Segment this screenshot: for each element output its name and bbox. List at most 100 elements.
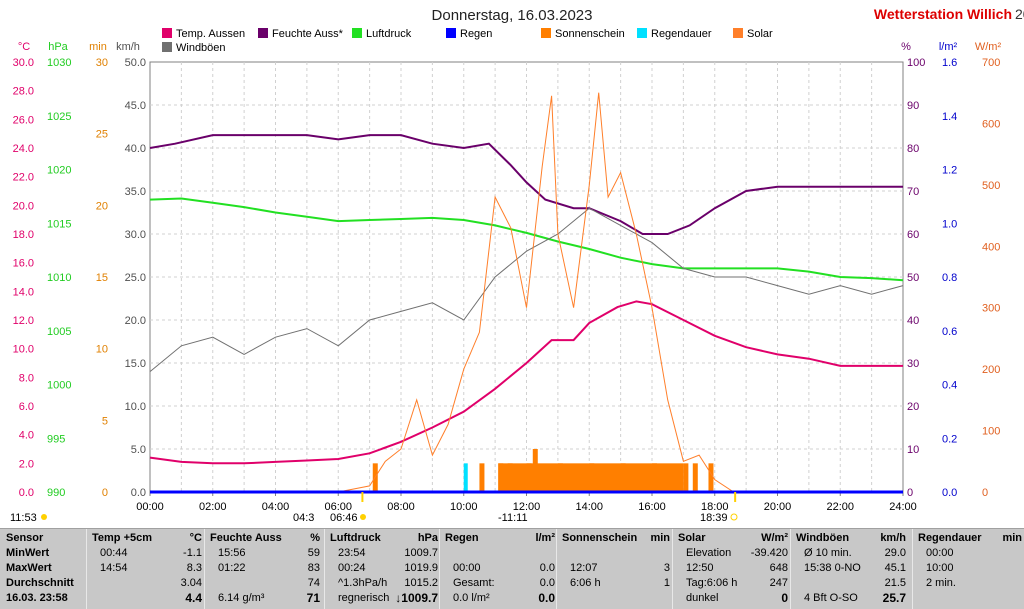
hpa-axis-tick-label: 1020 (47, 165, 71, 177)
stats-cell-time: 6:06 h (570, 577, 601, 589)
stats-cell-value: -1.1 (183, 547, 202, 559)
pct-axis-tick-label: 0 (907, 487, 913, 499)
sonnenschein-bar (708, 463, 714, 492)
legend-label: Luftdruck (366, 28, 412, 40)
stats-cell-time: 23:54 (338, 547, 366, 559)
noon-time: -11:11 (498, 512, 528, 524)
stats-cell-value: ↓1009.7 (395, 591, 438, 605)
stats-cell-value: 247 (769, 577, 788, 589)
stats-column-unit: % (310, 532, 320, 544)
stats-cell-time: 15:56 (218, 547, 246, 559)
temp-axis-tick-label: 16.0 (13, 258, 34, 270)
chart-title: Donnerstag, 16.03.2023 (432, 7, 593, 24)
x-tick-label: 04:00 (262, 501, 290, 513)
stats-cell-value: 1 (663, 577, 670, 589)
kmh-axis-tick-label: 25.0 (125, 272, 146, 284)
legend: Temp. Aussen Feuchte Auss* Luftdruck Regen S… (162, 28, 773, 54)
temp-axis-tick-label: 2.0 (19, 458, 34, 470)
temp-axis-tick-label: 30.0 (13, 57, 34, 69)
x-tick-label: 18:00 (701, 501, 729, 513)
x-tick-label: 10:00 (450, 501, 478, 513)
x-tick-label: 02:00 (199, 501, 227, 513)
stats-column-unit: °C (189, 532, 202, 544)
temp-axis-tick-label: 18.0 (13, 229, 34, 241)
kmh-axis-tick-label: 30.0 (125, 229, 146, 241)
stats-cell-time: 00:44 (100, 547, 128, 559)
stats-column-title: Feuchte Auss (210, 532, 282, 544)
legend-swatch (162, 42, 172, 52)
moonrise-label: 04:3 (293, 512, 314, 524)
kmh-axis-tick-label: 40.0 (125, 143, 146, 155)
legend-label: Solar (747, 28, 773, 40)
lm2-axis-tick-label: 0.4 (942, 380, 957, 392)
legend-label: Regen (460, 28, 492, 40)
column-separator (439, 529, 440, 609)
temp-axis-tick-label: 24.0 (13, 143, 34, 155)
lm2-axis-tick-label: 0.8 (942, 272, 957, 284)
hpa-axis-tick-label: 1005 (47, 326, 71, 338)
hpa-axis-tick-label: 1010 (47, 272, 71, 284)
stats-column-title: Windböen (796, 532, 850, 544)
wm2-axis-tick-label: 300 (982, 303, 1000, 315)
stats-cell-time: 10:00 (926, 562, 954, 574)
bar-series (372, 449, 714, 492)
hpa-axis-unit: hPa (48, 41, 68, 53)
lm2-axis-tick-label: 1.4 (942, 111, 957, 123)
stats-cell-time: 00:24 (338, 562, 366, 574)
stats-cell-value: -39.420 (750, 547, 788, 559)
stats-cell-value: 3.04 (180, 577, 202, 589)
x-tick-label: 08:00 (387, 501, 415, 513)
min-axis-tick-label: 0 (102, 487, 108, 499)
stats-cell-value (445, 546, 555, 560)
min-axis-tick-label: 15 (96, 272, 108, 284)
min-axis-tick-label: 30 (96, 57, 108, 69)
stats-column-unit: l/m² (535, 532, 555, 544)
hpa-axis-tick-label: 990 (47, 487, 65, 499)
kmh-axis-tick-label: 5.0 (131, 444, 146, 456)
chart-grid (149, 61, 904, 493)
stats-cell-value: 0.0 (539, 577, 555, 589)
stats-cell-time: 12:50 (686, 562, 714, 574)
legend-label: Temp. Aussen (176, 28, 245, 40)
x-tick-label: 20:00 (764, 501, 792, 513)
sonnenschein-bar (683, 463, 689, 492)
stats-cell-value: 71 (306, 591, 320, 605)
stats-cell-time: 12:07 (570, 562, 598, 574)
stats-cell-value: 45.1 (884, 562, 906, 574)
stats-row-label: MaxWert (6, 562, 52, 574)
stats-cell-value: 648 (769, 562, 788, 574)
stats-cell-value: 25.7 (882, 591, 906, 605)
stats-cell-time: Elevation (686, 547, 732, 559)
legend-swatch (258, 28, 268, 38)
column-separator (86, 529, 87, 609)
wm2-axis-tick-label: 100 (982, 426, 1000, 438)
sunset-icon (730, 513, 738, 521)
stats-cell-value: 1015.2 (404, 577, 438, 589)
stats-column-unit: km/h (880, 532, 906, 544)
temp-axis-tick-label: 10.0 (13, 344, 34, 356)
stats-cell-value (918, 576, 1022, 590)
stats-cell-time: Tag:6:06 h (686, 577, 738, 589)
stats-cell-value: 29.0 (884, 547, 906, 559)
column-separator (204, 529, 205, 609)
pct-axis-tick-label: 30 (907, 358, 919, 370)
kmh-axis-tick-label: 45.0 (125, 100, 146, 112)
temp-axis-tick-label: 20.0 (13, 200, 34, 212)
temp-axis-tick-label: 28.0 (13, 86, 34, 98)
column-separator (672, 529, 673, 609)
temp-axis-tick-label: 14.0 (13, 286, 34, 298)
stats-cell-time: 2 min. (926, 577, 956, 589)
station-suffix: 20 (1015, 6, 1024, 22)
temp-axis-tick-label: 8.0 (19, 372, 34, 384)
sunset-time: 18:39 (700, 512, 728, 524)
stats-cell-time: dunkel (686, 592, 719, 604)
hpa-axis-tick-label: 1025 (47, 111, 71, 123)
station-name: Wetterstation Willich (874, 6, 1012, 22)
x-tick-label: 12:00 (513, 501, 541, 513)
lm2-axis-tick-label: 0.6 (942, 326, 957, 338)
stats-cell-time: regnerisch (338, 592, 390, 604)
wm2-axis-tick-label: 200 (982, 364, 1000, 376)
x-tick-label: 16:00 (638, 501, 666, 513)
stats-cell-value: 1019.9 (404, 562, 438, 574)
stats-cell-value (918, 591, 1022, 605)
